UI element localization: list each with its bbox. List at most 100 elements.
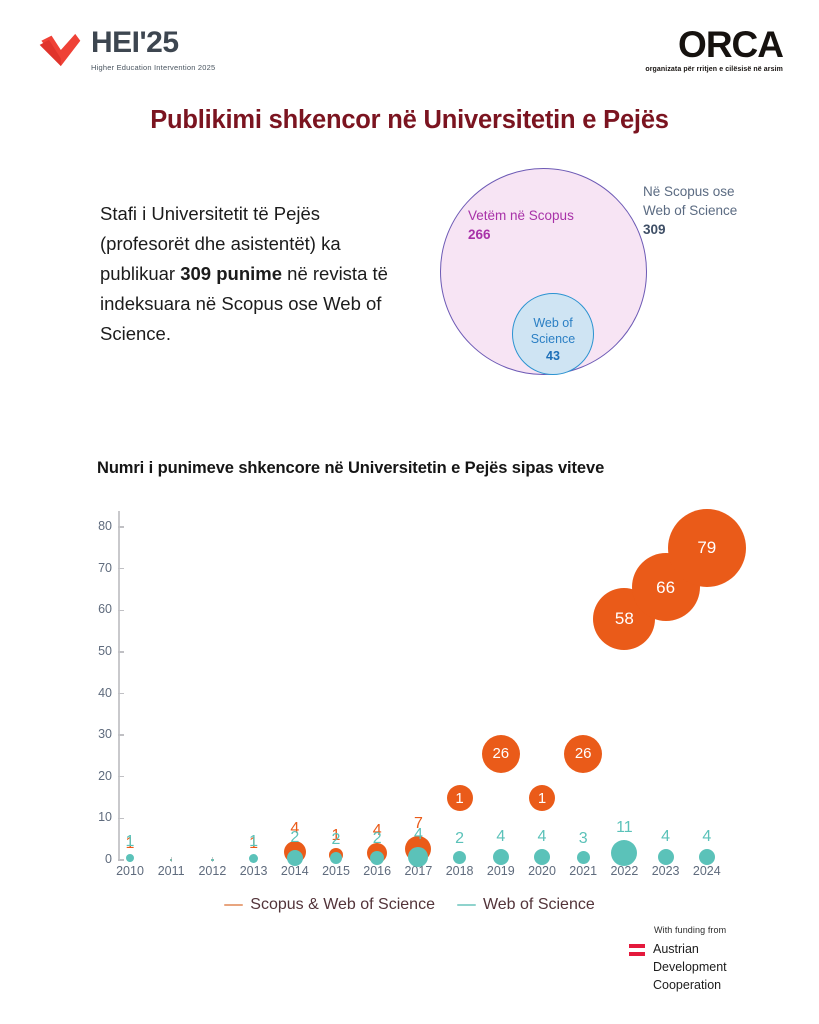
bubble-value-label: 1 — [249, 832, 259, 850]
bubble-value-label: 1 — [125, 834, 135, 852]
intro-text-part1: Stafi i Universitetit të Pejës (profesor… — [100, 203, 341, 284]
y-axis-tick — [118, 776, 124, 778]
venn-wos-label: Web of Science 43 — [521, 315, 585, 364]
x-axis-label: 2020 — [528, 864, 556, 878]
chart-bubble — [492, 848, 509, 865]
chart-bubble: 26 — [564, 734, 603, 773]
venn-wos-label-text: Web of Science — [530, 316, 576, 347]
bubble-value-label: 58 — [614, 609, 634, 629]
x-axis-label: 2016 — [363, 864, 392, 878]
austria-flag-icon — [629, 944, 645, 956]
bubble-value-label: 4 — [413, 825, 423, 843]
funder-name-line2: Development — [653, 959, 727, 974]
y-axis-label-text: 70 — [98, 560, 112, 575]
intro-paragraph: Stafi i Universitetit të Pejës (profesor… — [100, 199, 400, 349]
bubble-value-label: 2 — [290, 828, 300, 846]
chart-bubble: 79 — [667, 508, 746, 587]
bubble-value-label: 1 — [331, 826, 341, 844]
bubble-value-label: 2 — [372, 829, 382, 847]
y-axis-label-text: 30 — [98, 727, 112, 742]
legend-item[interactable]: Scopus & Web of Science — [224, 896, 435, 914]
chart-bubble — [286, 849, 303, 866]
page-title: Publikimi shkencor në Universitetin e Pe… — [150, 106, 669, 134]
orca-logo-word: ORCA — [678, 24, 784, 65]
funder-name: Austrian Development Cooperation — [653, 941, 727, 994]
bubble-value-label: 79 — [697, 538, 717, 558]
y-axis-tick — [118, 526, 124, 528]
legend-item[interactable]: Web of Science — [456, 896, 595, 914]
chart-bubble: 26 — [481, 734, 520, 773]
bubble-value-label: 26 — [492, 745, 510, 763]
bubble-value-label: 1 — [125, 833, 135, 851]
intro-text-part2: në revista të indeksuara në Scopus ose W… — [100, 262, 388, 344]
bubble-value-label: 1 — [249, 834, 259, 852]
bubble-value-label: 4 — [290, 819, 300, 837]
bubble-value-label: 4 — [496, 827, 506, 845]
x-axis-label: 2011 — [157, 864, 185, 878]
x-axis-label: 2022 — [610, 864, 639, 878]
y-axis-tick — [118, 817, 124, 820]
x-axis-label: 2014 — [280, 864, 309, 878]
y-axis-label-text: 80 — [98, 519, 112, 533]
y-axis-label-text: 20 — [98, 768, 112, 783]
bubble-value-label: 2 — [331, 830, 341, 848]
x-axis-label: 2012 — [198, 864, 227, 878]
y-axis-label-text: 40 — [98, 685, 112, 700]
chart-bubble — [170, 858, 173, 862]
bubble-value-label: 11 — [616, 819, 633, 837]
chart-bubble: 1 — [529, 785, 555, 812]
y-axis-label-text: 50 — [98, 643, 112, 658]
chart-bubble — [453, 851, 467, 864]
x-axis-label: 2018 — [445, 864, 474, 878]
chart-bubble — [370, 850, 385, 865]
hei-logo-subtitle: Higher Education Intervention 2025 — [91, 63, 216, 72]
chart-bubble — [211, 858, 214, 862]
legend-label: Scopus & Web of Science — [250, 896, 435, 913]
x-axis-label: 2013 — [239, 864, 268, 878]
chart-bubble — [126, 854, 134, 863]
x-axis-label: 2017 — [404, 864, 433, 878]
chart-bubble: 1 — [446, 785, 473, 812]
legend-label: Web of Science — [482, 896, 595, 913]
chart-bubble — [330, 851, 342, 864]
y-axis-tick — [118, 609, 124, 611]
y-axis-tick — [118, 692, 124, 695]
bubble-value-label: 26 — [574, 745, 592, 763]
y-axis-tick — [118, 734, 124, 736]
bubble-value-label: 4 — [372, 821, 382, 839]
chart-bubble — [698, 848, 715, 865]
bubble-value-label: 3 — [578, 830, 588, 847]
y-axis-label-text: 0 — [105, 852, 112, 866]
bubble-value-label: 4 — [537, 827, 547, 845]
chart-bubble — [657, 849, 674, 866]
chart-bubble — [576, 851, 590, 864]
legend-swatch — [456, 903, 476, 907]
x-axis-label: 2021 — [569, 864, 598, 878]
hei-logo-word: HEI'25 — [91, 26, 179, 59]
funding-kicker: With funding from — [654, 925, 727, 935]
bubble-value-label: 2 — [455, 830, 465, 847]
venn-total-value: 309 — [643, 222, 666, 238]
bubble-value-label: 1 — [455, 789, 464, 807]
x-axis-label: 2015 — [322, 864, 350, 878]
venn-total-label-text: Në Scopus ose Web of Science — [643, 184, 738, 219]
y-axis-tick — [118, 651, 124, 653]
venn-circle-web-of-science — [512, 293, 594, 375]
bubble-value-label: 4 — [702, 827, 712, 845]
bubble-value-label: 66 — [656, 577, 676, 597]
funder-name-line1: Austrian — [653, 942, 699, 956]
hei-logo: HEI'25 Higher Education Intervention 202… — [38, 28, 215, 72]
intro-highlight: 309 punime — [180, 262, 283, 284]
x-axis-label: 2023 — [651, 864, 680, 878]
y-axis-line — [118, 511, 120, 859]
orca-logo-subtitle: organizata për rritjen e cilësisë në ars… — [645, 66, 783, 73]
y-axis-label-text: 60 — [98, 602, 112, 617]
x-axis-label: 2019 — [486, 864, 515, 878]
chart-legend: Scopus & Web of Science Web of Science — [0, 896, 819, 914]
check-mark-icon — [39, 33, 81, 67]
orca-logo: ORCA organizata për rritjen e cilësisë n… — [645, 24, 784, 73]
venn-total-label: Në Scopus ose Web of Science 309 — [643, 182, 753, 239]
bubble-value-label: 7 — [413, 815, 423, 833]
bubble-chart: 0 10 20 30 40 50 60 70 80 2010 2011 2012 2013 2014 20… — [0, 498, 819, 898]
